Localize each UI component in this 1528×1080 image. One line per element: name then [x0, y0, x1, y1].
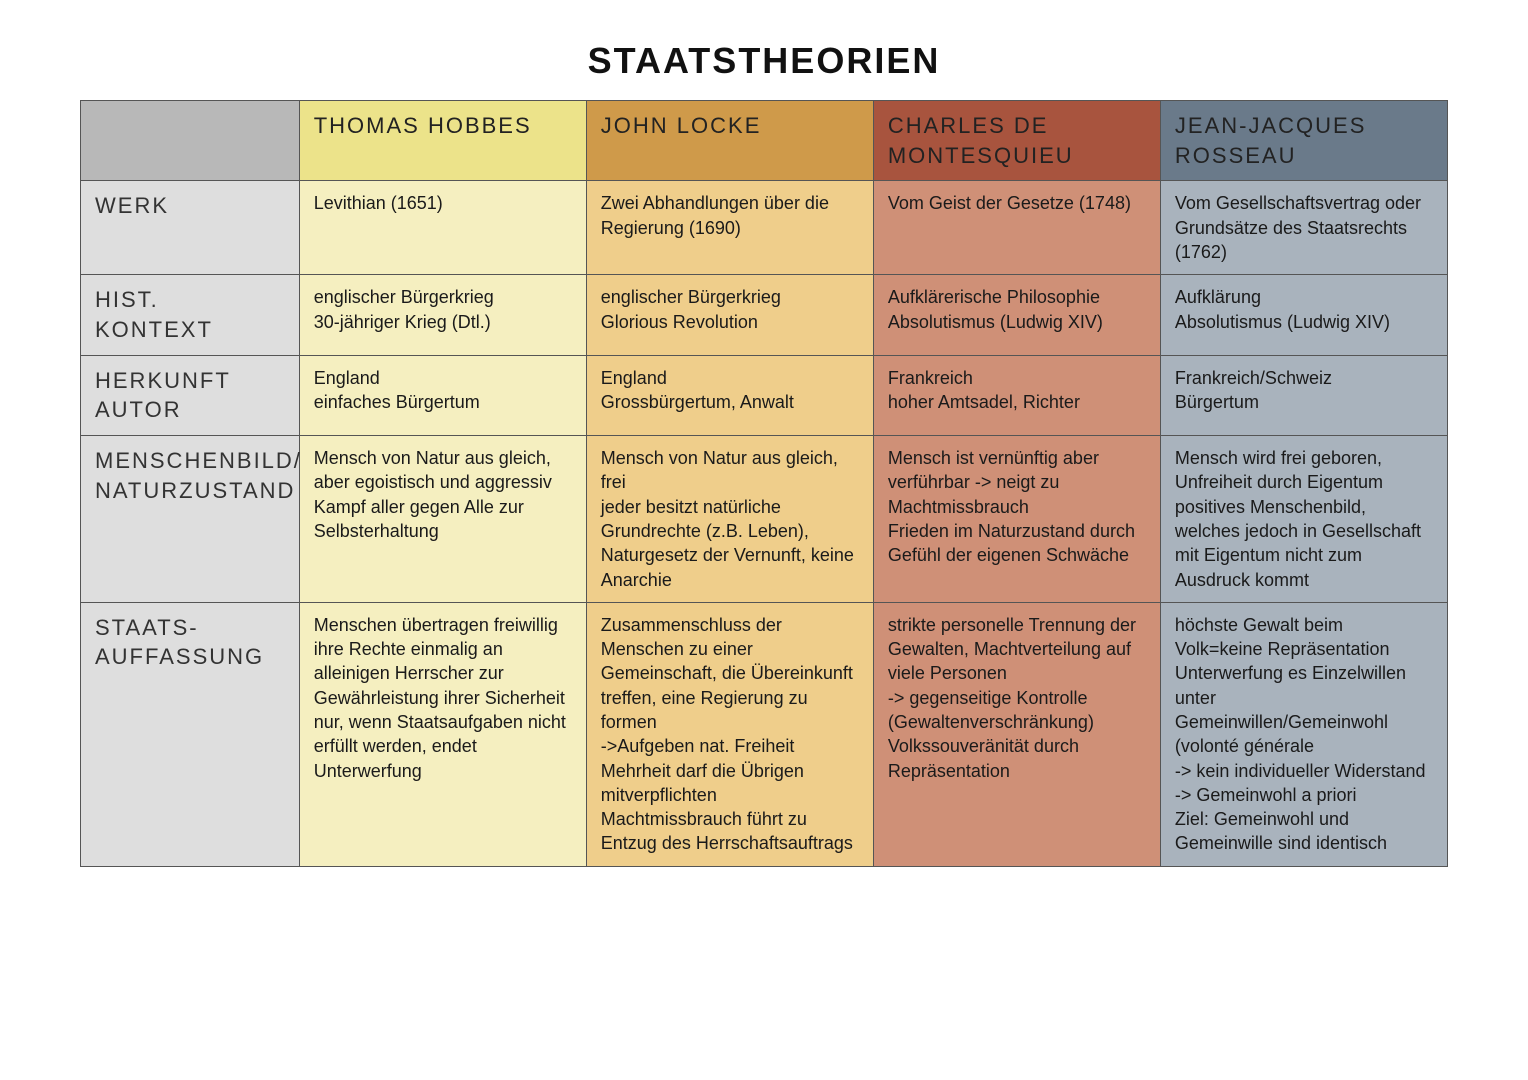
- col-header-montesquieu: Charles de Montesquieu: [873, 101, 1160, 181]
- header-row: Thomas Hobbes John Locke Charles de Mont…: [81, 101, 1448, 181]
- cell-staat-hobbes: Menschen übertragen freiwillig ihre Rech…: [299, 602, 586, 866]
- table-row-herkunft: Herkunft AutorEngland einfaches Bürgertu…: [81, 355, 1448, 435]
- col-header-rousseau: Jean-Jacques Rosseau: [1160, 101, 1447, 181]
- cell-menschenbild-hobbes: Mensch von Natur aus gleich, aber egoist…: [299, 436, 586, 603]
- table-body: WerkLevithian (1651)Zwei Abhandlungen üb…: [81, 181, 1448, 866]
- cell-menschenbild-locke: Mensch von Natur aus gleich, frei jeder …: [586, 436, 873, 603]
- cell-kontext-hobbes: englischer Bürgerkrieg 30-jähriger Krieg…: [299, 275, 586, 355]
- table-row-kontext: Hist. Kontextenglischer Bürgerkrieg 30-j…: [81, 275, 1448, 355]
- cell-herkunft-hobbes: England einfaches Bürgertum: [299, 355, 586, 435]
- cell-herkunft-rousseau: Frankreich/Schweiz Bürgertum: [1160, 355, 1447, 435]
- row-header-staat: Staats- auffassung: [81, 602, 300, 866]
- page-title: STAATSTHEORIEN: [80, 40, 1448, 82]
- cell-menschenbild-rousseau: Mensch wird frei geboren, Unfreiheit dur…: [1160, 436, 1447, 603]
- table-row-staat: Staats- auffassungMenschen übertragen fr…: [81, 602, 1448, 866]
- row-header-herkunft: Herkunft Autor: [81, 355, 300, 435]
- row-header-kontext: Hist. Kontext: [81, 275, 300, 355]
- corner-cell: [81, 101, 300, 181]
- cell-herkunft-locke: England Grossbürgertum, Anwalt: [586, 355, 873, 435]
- cell-herkunft-montesquieu: Frankreich hoher Amtsadel, Richter: [873, 355, 1160, 435]
- cell-kontext-montesquieu: Aufklärerische Philosophie Absolutismus …: [873, 275, 1160, 355]
- col-header-hobbes: Thomas Hobbes: [299, 101, 586, 181]
- row-header-werk: Werk: [81, 181, 300, 275]
- cell-kontext-locke: englischer Bürgerkrieg Glorious Revoluti…: [586, 275, 873, 355]
- col-header-locke: John Locke: [586, 101, 873, 181]
- row-header-menschenbild: Menschenbild/ Naturzustand: [81, 436, 300, 603]
- table-row-menschenbild: Menschenbild/ NaturzustandMensch von Nat…: [81, 436, 1448, 603]
- cell-staat-montesquieu: strikte personelle Trennung der Gewalten…: [873, 602, 1160, 866]
- cell-werk-locke: Zwei Abhandlungen über die Regierung (16…: [586, 181, 873, 275]
- cell-werk-montesquieu: Vom Geist der Gesetze (1748): [873, 181, 1160, 275]
- cell-werk-hobbes: Levithian (1651): [299, 181, 586, 275]
- cell-kontext-rousseau: Aufklärung Absolutismus (Ludwig XIV): [1160, 275, 1447, 355]
- theory-table: Thomas Hobbes John Locke Charles de Mont…: [80, 100, 1448, 867]
- cell-menschenbild-montesquieu: Mensch ist vernünftig aber verführbar ->…: [873, 436, 1160, 603]
- cell-staat-locke: Zusammenschluss der Menschen zu einer Ge…: [586, 602, 873, 866]
- cell-werk-rousseau: Vom Gesellschaftsvertrag oder Grundsätze…: [1160, 181, 1447, 275]
- cell-staat-rousseau: höchste Gewalt beim Volk=keine Repräsent…: [1160, 602, 1447, 866]
- table-row-werk: WerkLevithian (1651)Zwei Abhandlungen üb…: [81, 181, 1448, 275]
